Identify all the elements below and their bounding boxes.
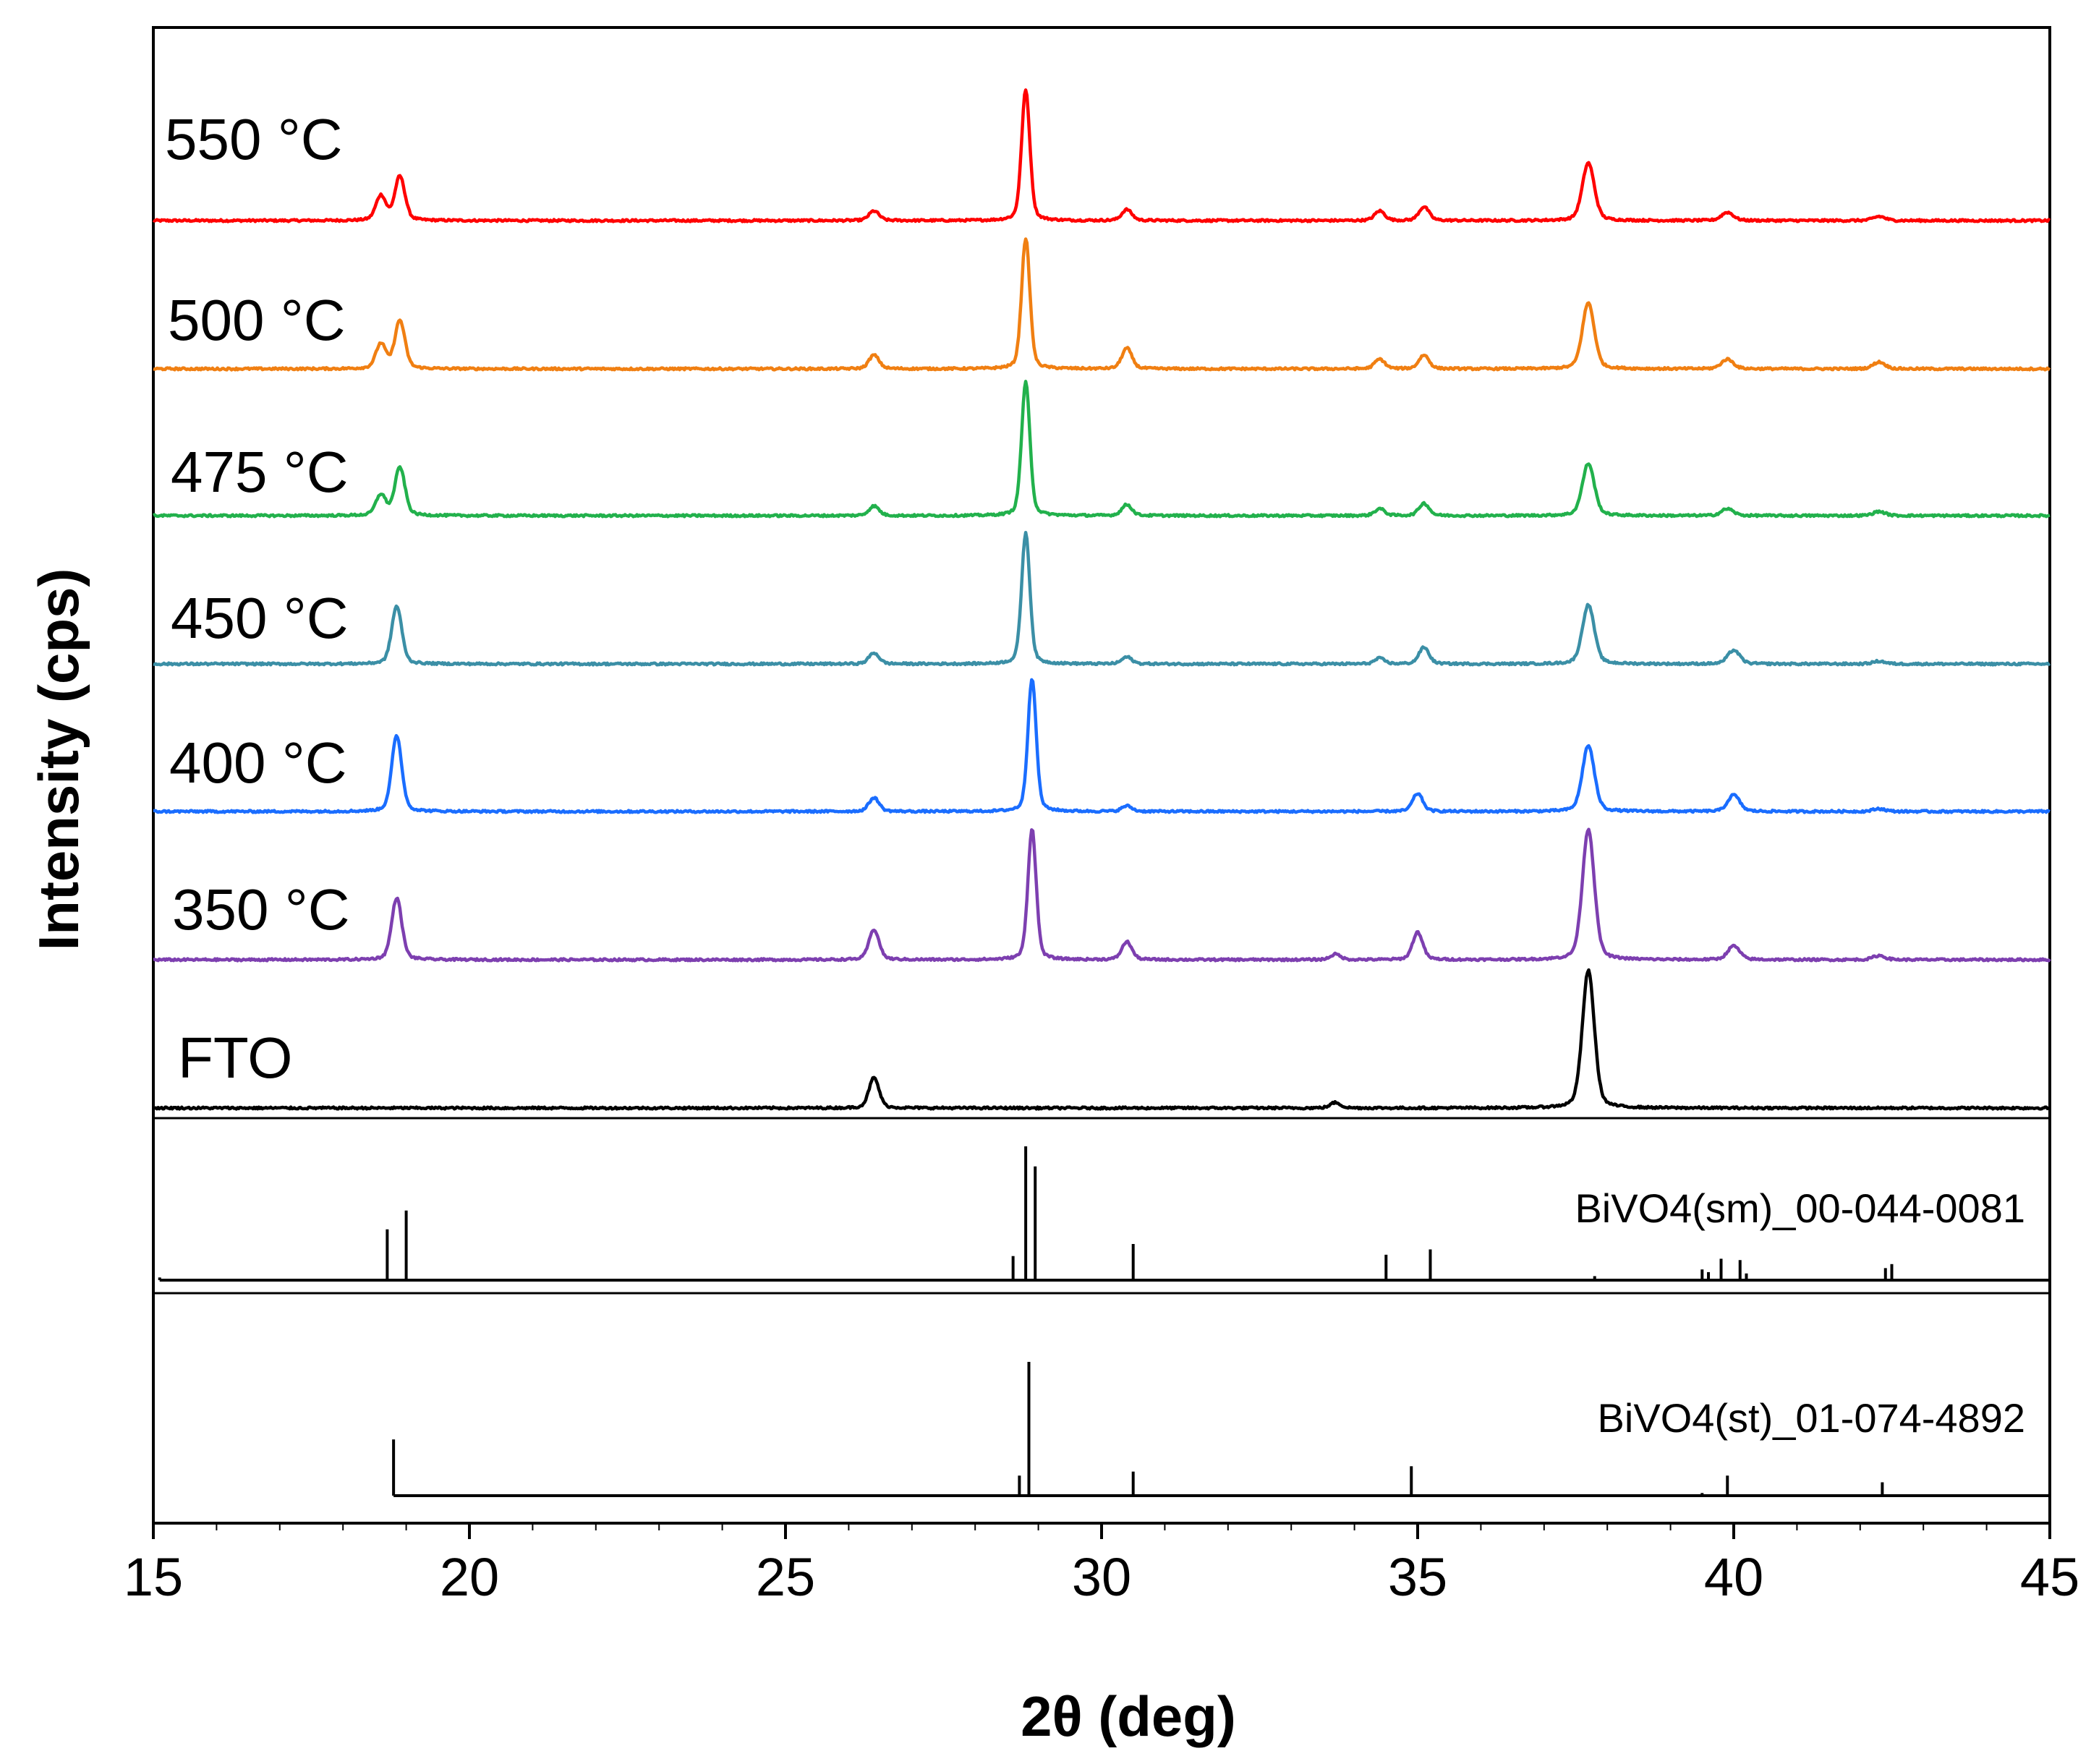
x-tick-label: 15	[124, 1547, 183, 1607]
x-axis-title: 2θ (deg)	[1021, 1684, 1236, 1748]
series-line	[152, 88, 2051, 223]
plot-area	[152, 26, 2051, 1525]
x-tick-label: 25	[756, 1547, 815, 1607]
series-line	[153, 530, 2051, 667]
series-line	[153, 380, 2051, 519]
x-tick-label: 30	[1072, 1547, 1131, 1607]
series-line	[153, 678, 2051, 814]
series-labels: 550 °C 500 °C 475 °C 450 °C 400 °C 350 °…	[165, 107, 2025, 1441]
x-tick-label: 45	[2020, 1547, 2079, 1607]
series-line	[153, 968, 2051, 1111]
y-axis-title: Intensity (cps)	[27, 568, 90, 951]
reference-label-sm: BiVO4(sm)_00-044-0081	[1575, 1185, 2025, 1231]
x-tick-label: 35	[1388, 1547, 1447, 1607]
x-axis: 15 20 25 30 35 40 45	[124, 1523, 2079, 1607]
reference-label-st: BiVO4(st)_01-074-4892	[1598, 1395, 2025, 1441]
series-label-350: 350 °C	[172, 877, 349, 942]
series-label-500: 500 °C	[168, 288, 345, 352]
series-label-475: 475 °C	[171, 440, 348, 504]
x-tick-label: 20	[440, 1547, 499, 1607]
series-label-400: 400 °C	[169, 730, 346, 795]
series-line	[153, 237, 2051, 372]
series-line	[153, 827, 2051, 963]
x-tick-label: 40	[1704, 1547, 1763, 1607]
series-label-fto: FTO	[178, 1026, 293, 1090]
series-label-550: 550 °C	[165, 107, 342, 171]
series-label-450: 450 °C	[171, 586, 348, 650]
